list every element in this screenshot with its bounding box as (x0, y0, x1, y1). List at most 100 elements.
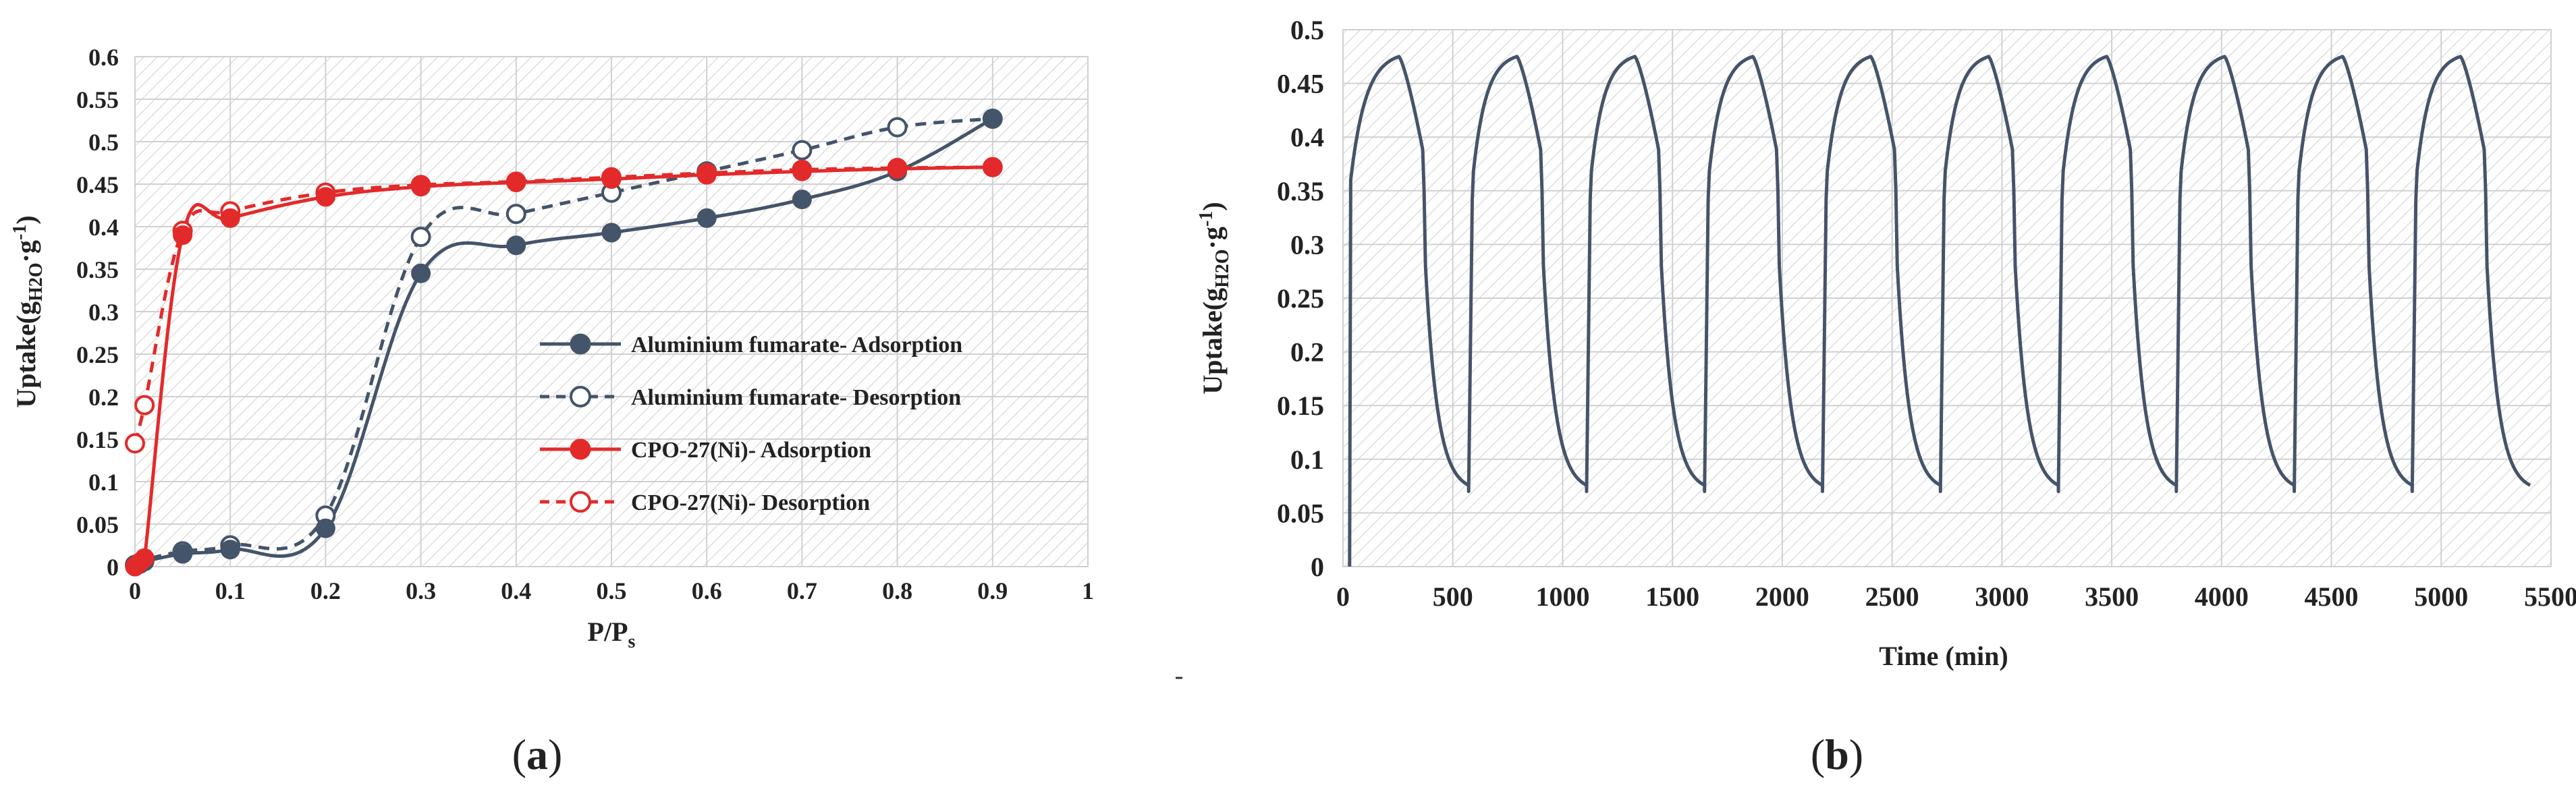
y-tick-label: 0.1 (88, 469, 119, 496)
data-point (696, 165, 717, 185)
x-tick-label: 0.3 (406, 577, 436, 604)
x-ticks-b: 0 500 1000 1500 2000 2500 3000 3500 4000 4500 5000… (1336, 581, 2576, 612)
y-tick-label: 0.3 (1290, 229, 1324, 260)
data-point (792, 190, 812, 210)
y-ticks-a: 0 0.05 0.1 0.15 0.2 0.25 0.3 0.35 0.4 0.45 0.5 0.55… (76, 44, 119, 581)
y-ticks-b: 0 0.05 0.1 0.15 0.2 0.25 0.3 0.35 0.4 0.45 0.5 (1277, 15, 1324, 582)
x-tick-label: 3000 (1975, 581, 2029, 612)
y-tick-label: 0.55 (76, 86, 119, 113)
data-point (173, 225, 193, 246)
data-point (125, 433, 145, 454)
grid-b (1342, 29, 2552, 567)
x-tick-label: 0.4 (501, 577, 531, 604)
y-tick-label: 0.25 (1277, 283, 1324, 314)
x-tick-label: 3500 (2085, 581, 2139, 612)
legend-label: CPO-27(Ni)- Adsorption (631, 438, 871, 463)
y-tick-label: 0.35 (1277, 176, 1324, 206)
data-point (134, 395, 155, 416)
x-tick-label: 0 (1336, 581, 1350, 612)
y-tick-label: 0.15 (76, 426, 119, 453)
x-tick-label: 500 (1433, 581, 1473, 612)
x-tick-label: 0.2 (310, 577, 341, 604)
data-point (220, 540, 240, 560)
data-point (410, 227, 431, 248)
legend-entry-cpo-desorption: CPO-27(Ni)- Desorption (540, 490, 870, 515)
y-tick-label: 0.05 (76, 511, 119, 538)
data-point (315, 518, 335, 538)
x-ticks-a: 0 0.1 0.2 0.3 0.4 0.5 0.6 0.7 0.8 0.9 1 (129, 577, 1094, 604)
markers-group-a (125, 108, 1003, 577)
x-tick-label: 0.8 (882, 577, 912, 604)
y-tick-label: 0.45 (76, 171, 119, 198)
y-tick-label: 0.5 (1290, 15, 1324, 45)
x-tick-label: 0.6 (692, 577, 722, 604)
y-axis-title-a: Uptake(gH2O·g-1) (9, 215, 47, 407)
data-point (220, 208, 240, 228)
legend-marker-filled (570, 438, 591, 460)
x-tick-label: 1 (1082, 577, 1094, 604)
panel-label-b: (b) (1811, 731, 1863, 778)
y-tick-label: 0.4 (1290, 122, 1324, 152)
chart-panel-b: 0 0.05 0.1 0.15 0.2 0.25 0.3 0.35 0.4 0.45 0.5 0 50… (1196, 15, 2576, 778)
legend-entry-al-desorption: Aluminium fumarate- Desorption (540, 385, 961, 410)
x-axis-title-b: Time (min) (1879, 641, 2008, 671)
data-point (887, 117, 908, 138)
x-tick-label: 0.1 (215, 577, 246, 604)
y-tick-label: 0.05 (1277, 498, 1324, 528)
x-tick-label: 5500 (2524, 581, 2576, 612)
x-tick-label: 2500 (1865, 581, 1919, 612)
data-point (887, 159, 908, 179)
data-point (792, 140, 813, 161)
data-point (173, 544, 193, 564)
legend-entry-al-adsorption: Aluminium fumarate- Adsorption (540, 333, 962, 357)
data-point (315, 187, 335, 207)
legend-label: CPO-27(Ni)- Desorption (631, 490, 870, 515)
data-point (411, 263, 431, 283)
data-point (506, 172, 526, 192)
x-tick-label: 4000 (2195, 581, 2249, 612)
y-tick-label: 0 (107, 554, 119, 581)
data-point (601, 223, 622, 243)
x-tick-label: 4500 (2305, 581, 2359, 612)
x-tick-label: 2000 (1755, 581, 1809, 612)
data-point (411, 177, 431, 197)
data-point (983, 109, 1003, 129)
x-tick-label: 0.9 (977, 577, 1008, 604)
panel-label-a: (a) (512, 731, 563, 778)
y-tick-label: 0 (1311, 552, 1324, 582)
y-tick-label: 0.35 (76, 256, 119, 283)
data-point (505, 204, 526, 225)
data-point (792, 161, 812, 181)
x-tick-label: 5000 (2414, 581, 2468, 612)
data-point (696, 208, 717, 228)
legend-marker-open (570, 386, 591, 407)
y-tick-label: 0.45 (1277, 69, 1324, 99)
y-tick-label: 0.3 (88, 299, 119, 326)
legend-marker-open (570, 491, 591, 513)
y-tick-label: 0.15 (1277, 391, 1324, 421)
y-tick-label: 0.2 (88, 384, 119, 411)
data-point (506, 235, 526, 256)
legend-entry-cpo-adsorption: CPO-27(Ni)- Adsorption (540, 438, 871, 463)
x-tick-label: 0 (129, 577, 141, 604)
x-tick-label: 0.5 (597, 577, 627, 604)
x-tick-label: 0.7 (787, 577, 817, 604)
x-tick-label: 1500 (1645, 581, 1699, 612)
x-tick-label: 1000 (1535, 581, 1589, 612)
data-point (601, 169, 622, 189)
legend-marker-filled (570, 333, 591, 355)
series-line-1 (135, 117, 993, 567)
data-point (983, 157, 1003, 177)
x-axis-title-a: P/Ps (588, 617, 636, 652)
chart-panel-a: 0 0.05 0.1 0.15 0.2 0.25 0.3 0.35 0.4 0.45 0.5 0.55… (9, 44, 1094, 778)
legend-label: Aluminium fumarate- Desorption (631, 385, 961, 410)
uptake-cycle-line (1348, 55, 2531, 567)
y-tick-label: 0.5 (88, 129, 119, 156)
data-point (134, 548, 155, 568)
y-tick-label: 0.1 (1290, 445, 1324, 475)
legend-label: Aluminium fumarate- Adsorption (631, 333, 962, 357)
y-tick-label: 0.25 (76, 341, 119, 368)
y-tick-label: 0.2 (1290, 337, 1324, 368)
legend-a: Aluminium fumarate- Adsorption Aluminium… (540, 333, 962, 515)
